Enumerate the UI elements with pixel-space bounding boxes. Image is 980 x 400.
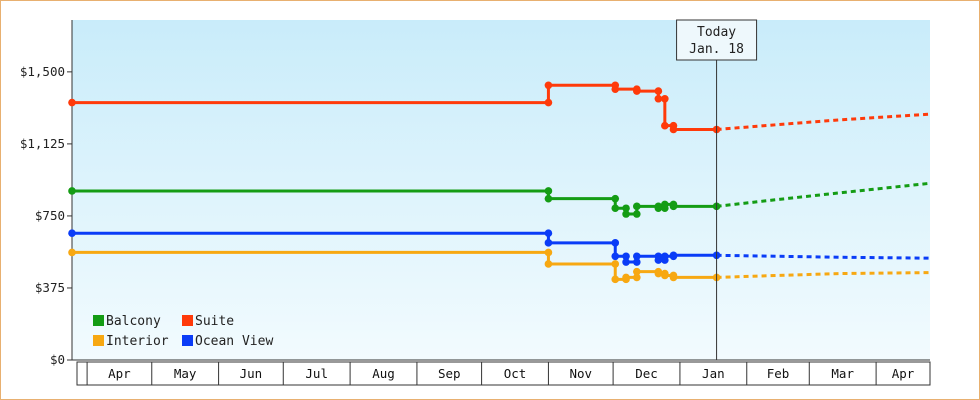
data-point <box>544 98 553 107</box>
data-point <box>611 239 620 247</box>
y-tick-label: $1,500 <box>20 64 65 79</box>
data-point <box>544 187 553 195</box>
data-point <box>544 260 553 268</box>
series-balcony <box>68 181 931 218</box>
x-tick-label: Dec <box>635 366 658 381</box>
data-point <box>611 194 620 203</box>
legend-item-balcony: Balcony <box>93 314 161 329</box>
data-point <box>68 187 76 195</box>
legend-item-suite: Suite <box>182 314 234 329</box>
data-point <box>661 252 669 261</box>
legend-swatch <box>182 315 193 326</box>
forecast-line <box>716 253 931 260</box>
x-tick-label: Apr <box>892 366 915 381</box>
x-tick-label: Sep <box>438 366 461 381</box>
data-point <box>68 98 76 107</box>
data-point <box>654 269 663 278</box>
data-point <box>633 267 641 276</box>
data-point <box>544 194 553 203</box>
data-point <box>661 200 669 209</box>
data-point <box>544 229 553 238</box>
data-point <box>544 248 553 257</box>
legend-label: Ocean View <box>195 334 273 349</box>
data-point <box>622 204 630 213</box>
data-point <box>633 87 641 95</box>
x-tick-label: May <box>174 366 197 381</box>
data-point <box>622 273 630 282</box>
y-tick-label: $750 <box>35 208 65 223</box>
today-label-date: Jan. 18 <box>689 42 744 57</box>
legend-swatch <box>182 335 193 346</box>
y-tick-label: $1,125 <box>20 136 65 151</box>
x-tick-label: Jan <box>702 366 725 381</box>
data-point <box>633 273 641 282</box>
legend-item-interior: Interior <box>93 334 169 349</box>
data-point <box>633 258 641 266</box>
data-point <box>544 81 553 90</box>
x-tick-label: Mar <box>831 366 854 381</box>
data-point <box>661 94 669 103</box>
x-tick-label: Aug <box>372 366 395 381</box>
data-point <box>68 248 76 257</box>
x-tick-label: Apr <box>108 366 131 381</box>
data-point <box>661 121 669 130</box>
y-tick-label: $0 <box>50 352 65 367</box>
data-point <box>622 210 630 218</box>
today-box <box>676 19 758 61</box>
data-point <box>633 252 641 261</box>
x-tick-label: Jun <box>240 366 263 381</box>
series-ocean-view <box>68 229 931 266</box>
forecast-line <box>716 271 931 279</box>
data-point <box>654 256 663 264</box>
x-tick-label: Nov <box>569 366 592 381</box>
data-point <box>622 252 630 261</box>
data-point <box>633 202 641 211</box>
data-point <box>544 239 553 247</box>
y-tick-label: $375 <box>35 280 65 295</box>
data-point <box>611 204 620 213</box>
legend-swatch <box>93 315 104 326</box>
legend-label: Balcony <box>106 314 161 329</box>
x-tick-label: Oct <box>504 366 527 381</box>
forecast-line <box>716 112 931 131</box>
data-point <box>622 258 630 266</box>
data-point <box>611 275 620 284</box>
data-point <box>68 229 76 238</box>
data-point <box>611 252 620 261</box>
legend-label: Suite <box>195 314 234 329</box>
series-interior <box>68 248 931 284</box>
data-point <box>654 204 663 213</box>
legend-swatch <box>93 335 104 346</box>
forecast-line <box>716 181 931 208</box>
data-point <box>654 87 663 95</box>
legend-item-ocean-view: Ocean View <box>182 334 273 349</box>
data-point <box>611 85 620 93</box>
legend-label: Interior <box>106 334 169 349</box>
x-tick-label: Jul <box>305 366 328 381</box>
data-point <box>611 260 620 268</box>
data-point <box>633 210 641 218</box>
data-point <box>661 271 669 280</box>
x-tick-label: Feb <box>767 366 790 381</box>
today-label-line1: Today <box>697 25 736 40</box>
month-band <box>76 361 931 386</box>
data-point <box>654 94 663 103</box>
